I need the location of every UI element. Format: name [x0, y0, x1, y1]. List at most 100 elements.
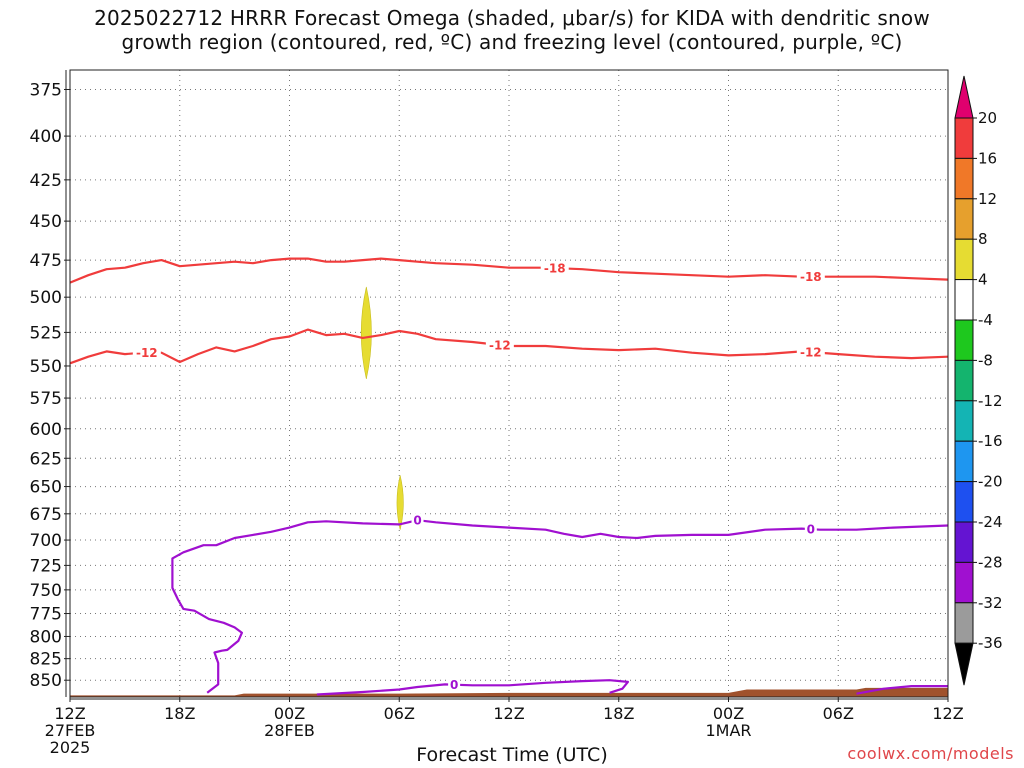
contour-label-bg	[448, 677, 461, 692]
colorbar-segment	[954, 198, 974, 240]
y-tick-label: 625	[30, 449, 62, 469]
x-tick-label: 2025	[50, 738, 91, 757]
contour-label-bg	[540, 261, 569, 276]
contour-label: -12	[800, 346, 822, 360]
x-tick-label: 00Z	[713, 704, 744, 723]
colorbar-label: -8	[978, 351, 993, 369]
y-tick-label: 725	[30, 556, 62, 576]
y-tick-label: 600	[30, 420, 62, 440]
colorbar-label: -4	[978, 311, 993, 329]
colorbar-segment	[954, 561, 974, 604]
x-tick-label: 12Z	[54, 704, 85, 723]
y-tick-label: 850	[30, 671, 62, 691]
contour-label-bg	[132, 345, 161, 360]
colorbar-segment	[954, 602, 974, 644]
colorbar-label: -36	[978, 634, 1003, 652]
y-tick-label: 550	[30, 357, 62, 377]
contour-line	[316, 679, 629, 696]
colorbar-label: 12	[978, 190, 997, 208]
y-tick-label: 450	[30, 212, 62, 232]
x-tick-label: 18Z	[164, 704, 195, 723]
plot-frame	[65, 69, 949, 700]
y-tick-label: 825	[30, 650, 62, 670]
y-tick-label: 475	[30, 251, 62, 271]
y-tick-label: 575	[30, 389, 62, 409]
colorbar-segment	[954, 319, 974, 361]
colorbar-segment	[954, 440, 974, 483]
contour-label: 0	[807, 523, 815, 537]
colorbar-segment	[954, 279, 974, 321]
colorbar-segment	[954, 359, 974, 402]
x-tick-label: 06Z	[823, 704, 854, 723]
contour-label: 0	[450, 678, 458, 692]
colorbar-segment	[954, 481, 974, 523]
colorbar-label: 16	[978, 149, 997, 167]
title-line-2: growth region (contoured, red, ºC) and f…	[121, 30, 903, 54]
grid	[69, 70, 949, 697]
y-tick-label: 500	[30, 288, 62, 308]
colorbar-segment	[954, 642, 974, 686]
colorbar-label: -32	[978, 594, 1003, 612]
colorbar-segment	[954, 238, 974, 281]
x-tick-label: 12Z	[493, 704, 524, 723]
colorbar-segment	[954, 117, 974, 159]
contour-line	[171, 519, 949, 694]
contour-label-bg	[796, 345, 825, 360]
credit-text: coolwx.com/models	[847, 744, 1014, 763]
y-tick-label: 750	[30, 581, 62, 601]
contours: -18 -18 -12 -12 -12 0 0 0	[69, 257, 949, 696]
contour-label-bg	[804, 522, 817, 537]
contour-line	[69, 257, 949, 284]
contour-label: -12	[136, 346, 158, 360]
y-tick-label: 400	[30, 127, 62, 147]
colorbar-label: -28	[978, 553, 1003, 571]
colorbar-label: -20	[978, 473, 1003, 491]
y-tick-label: 775	[30, 605, 62, 625]
contour-label: -12	[489, 339, 511, 353]
x-tick-label: 1MAR	[705, 721, 751, 740]
y-tick-label: 525	[30, 323, 62, 343]
colorbar-segment	[954, 521, 974, 563]
x-tick-label: 12Z	[932, 704, 963, 723]
chart-title: 2025022712 HRRR Forecast Omega (shaded, …	[0, 6, 1024, 54]
y-tick-label: 675	[30, 505, 62, 525]
colorbar-label: -24	[978, 513, 1003, 531]
y-tick-label: 800	[30, 627, 62, 647]
colorbar-label: 4	[978, 271, 988, 289]
contour-label-bg	[411, 513, 424, 528]
x-tick-label: 18Z	[603, 704, 634, 723]
contour-label: -18	[544, 262, 566, 276]
x-tick-label: 28FEB	[264, 721, 315, 740]
colorbar-segment	[954, 75, 974, 119]
x-tick-label: 00Z	[274, 704, 305, 723]
terrain-area	[70, 687, 948, 697]
colorbar-label: -16	[978, 432, 1003, 450]
omega-shading	[360, 286, 404, 530]
contour-line	[69, 328, 949, 365]
omega-shaded-area	[360, 286, 372, 380]
x-tick-label: 06Z	[384, 704, 415, 723]
colorbar-label: -12	[978, 392, 1003, 410]
plot-border	[69, 69, 949, 698]
contour-label-bg	[796, 269, 825, 284]
colorbar-label: 8	[978, 230, 988, 248]
y-axis-ticks: 375 400 425 450 475 500 525 550 575 600 625 650 675 7…	[30, 81, 70, 691]
y-tick-label: 700	[30, 531, 62, 551]
y-tick-label: 375	[30, 81, 62, 101]
terrain	[70, 687, 948, 697]
colorbar: 20 16 12 8 4 -4 -8 -12 -16 -20 -24 -28 -32 -36	[954, 75, 1003, 686]
title-line-1: 2025022712 HRRR Forecast Omega (shaded, …	[94, 6, 930, 30]
omega-shaded-area	[396, 475, 404, 530]
colorbar-segment	[954, 400, 974, 442]
y-tick-label: 650	[30, 478, 62, 498]
y-tick-label: 425	[30, 171, 62, 191]
colorbar-segment	[954, 157, 974, 200]
contour-label: -18	[800, 270, 822, 284]
contour-line	[856, 685, 948, 695]
x-axis-label: Forecast Time (UTC)	[416, 744, 608, 766]
contour-label: 0	[413, 514, 421, 528]
x-tick-label: 27FEB	[45, 721, 96, 740]
contour-label-bg	[485, 338, 514, 353]
